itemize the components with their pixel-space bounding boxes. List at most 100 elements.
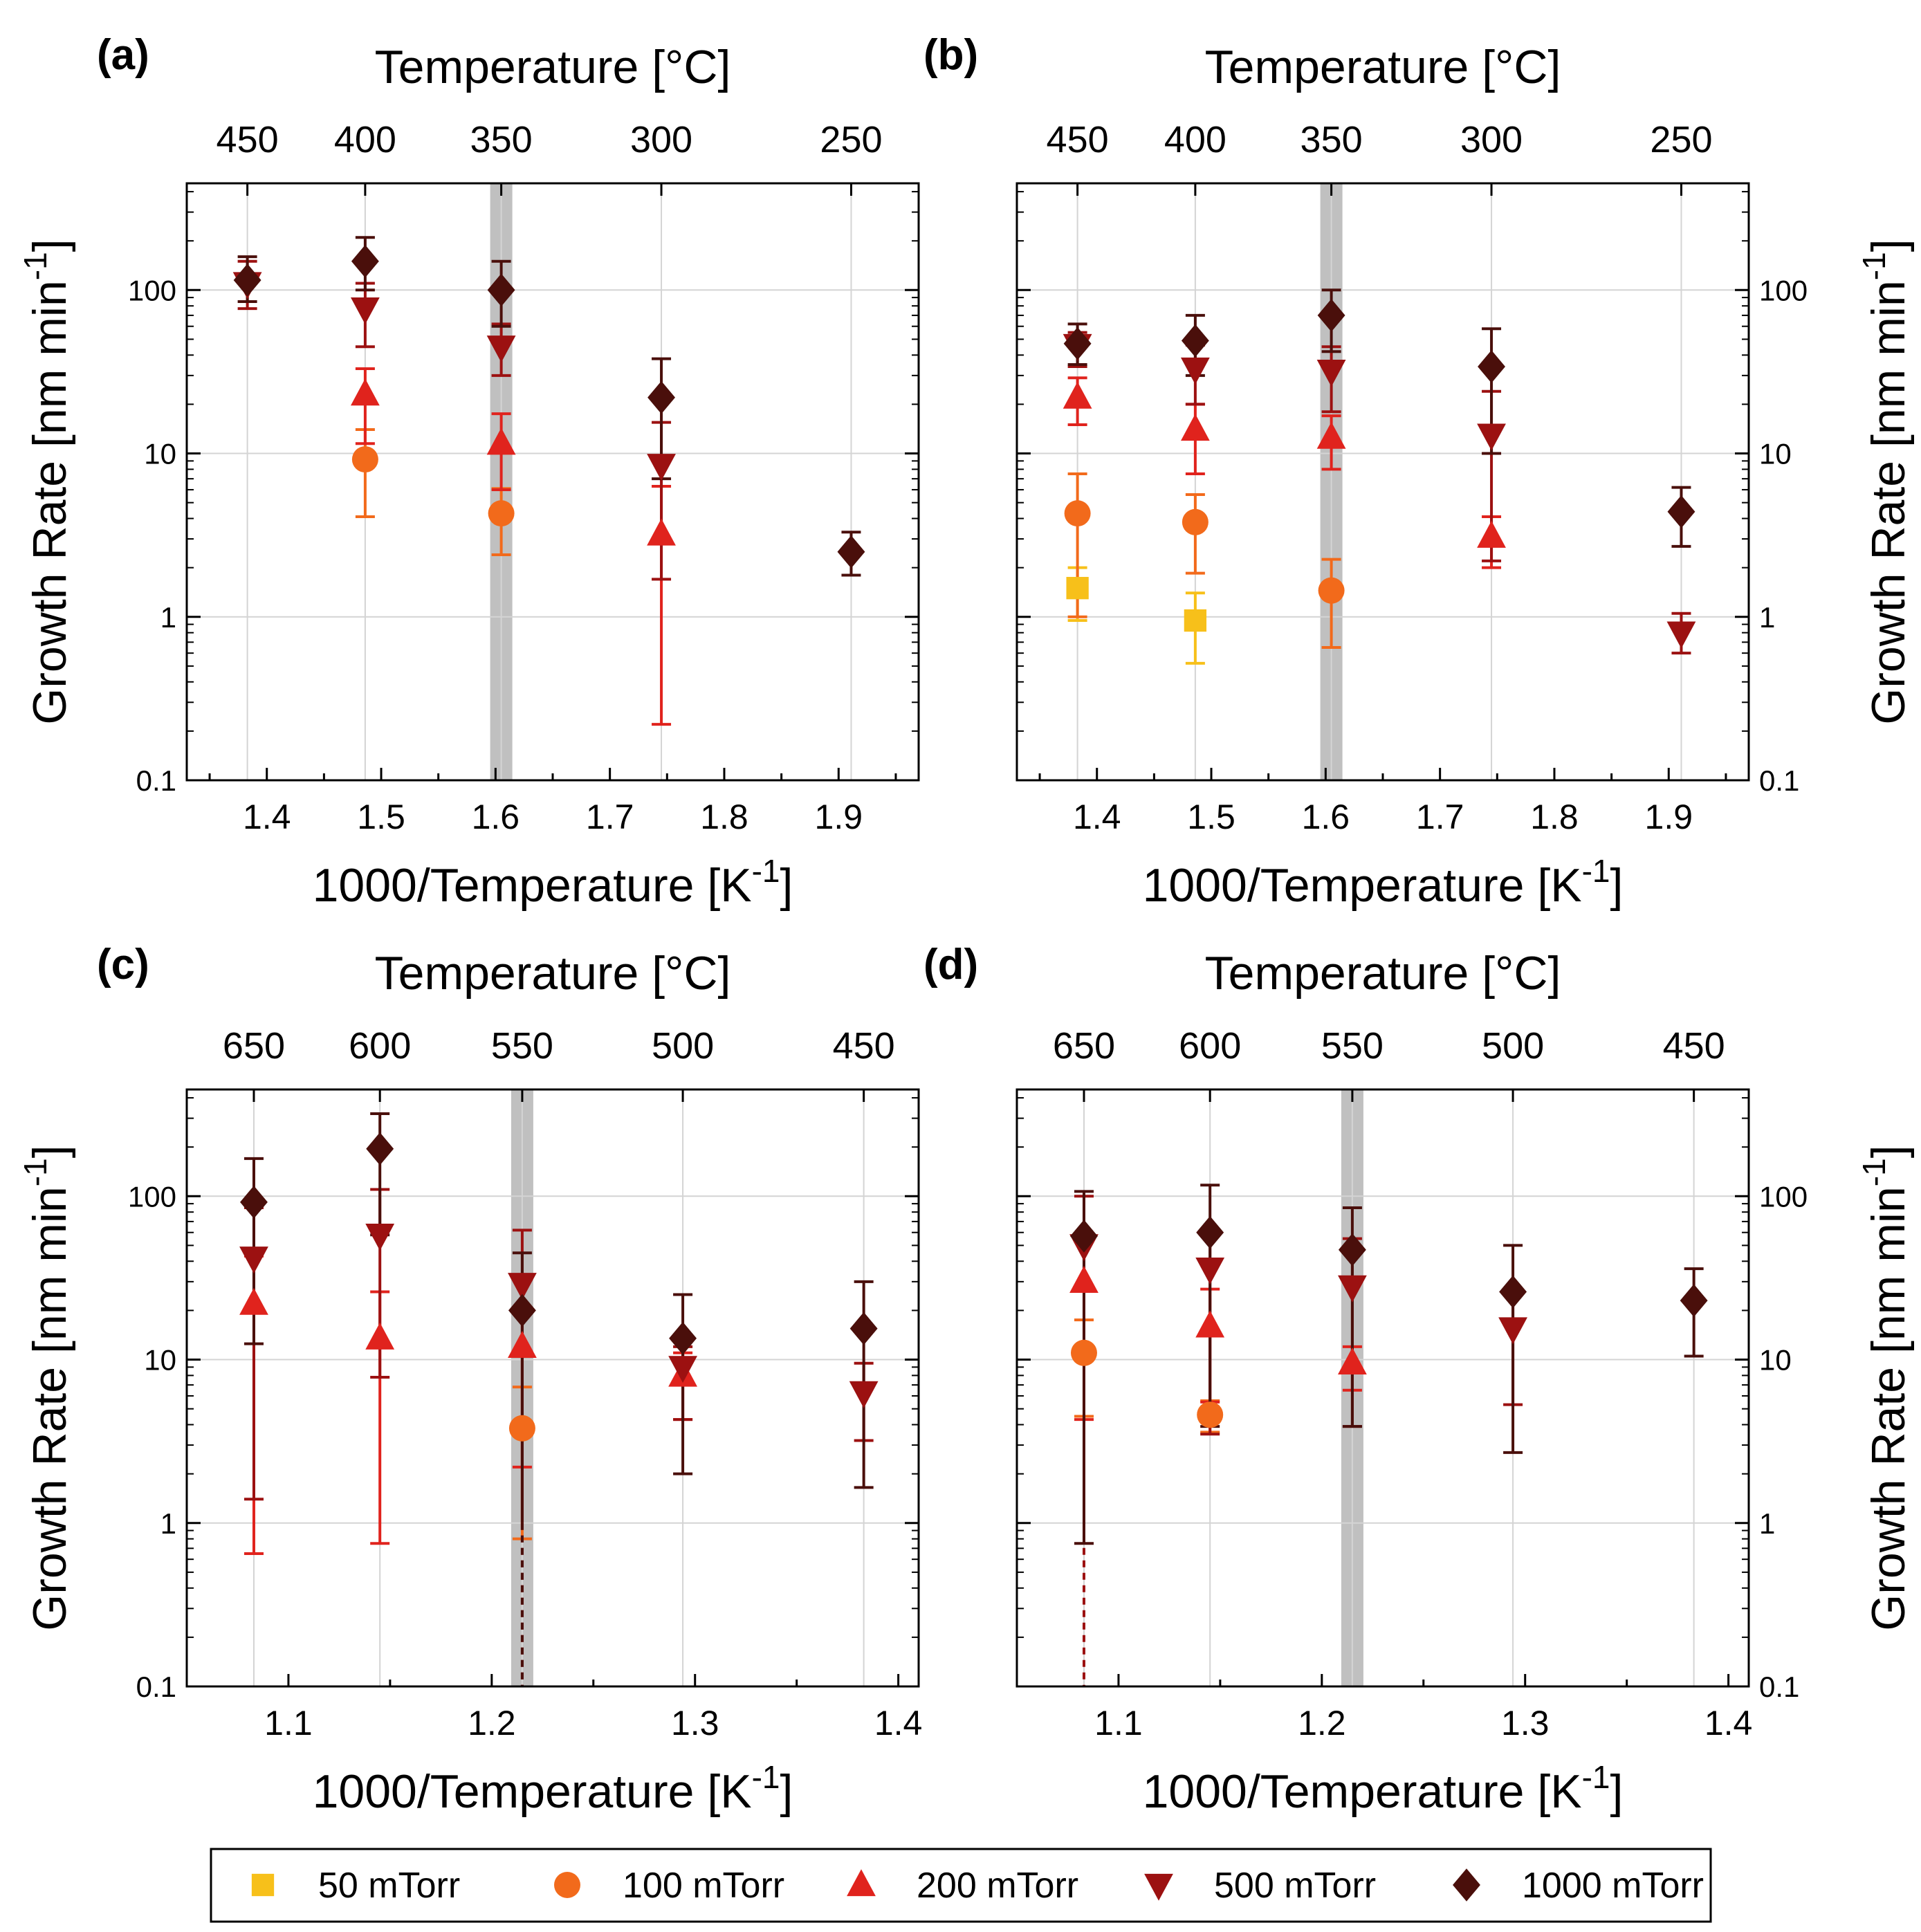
series-200-mtorr xyxy=(1067,376,1502,569)
x-tick-label: 1.1 xyxy=(264,1704,313,1742)
top-tick-label: 350 xyxy=(470,119,533,160)
data-point xyxy=(1070,1220,1098,1253)
y-tick-label: 100 xyxy=(128,274,176,306)
data-point xyxy=(233,264,261,297)
top-tick-label: 550 xyxy=(491,1025,553,1067)
y-tick-label: 1 xyxy=(160,601,176,634)
y-axis-title-base: Growth Rate [nm min xyxy=(24,280,76,724)
x-axis-title: 1000/Temperature [K-1] xyxy=(1143,1759,1624,1818)
top-tick-label: 250 xyxy=(820,119,882,160)
top-tick-label: 300 xyxy=(630,119,692,160)
markers-1000-mtorr xyxy=(1063,299,1695,528)
panel-d: (d) 1.1 1.2 1.3 1.4 650 600 550 500 450 0.1 1 10 100 1… xyxy=(923,941,1915,1818)
legend-label: 100 mTorr xyxy=(623,1866,784,1906)
markers-500-mtorr xyxy=(232,272,676,481)
series-200-mtorr xyxy=(355,367,672,726)
plot-frame xyxy=(185,1088,920,1688)
markers-500-mtorr xyxy=(1063,333,1696,649)
legend-marker xyxy=(1144,1873,1173,1901)
markers-100-mtorr xyxy=(508,1415,535,1442)
data-point xyxy=(1318,577,1345,604)
data-point xyxy=(508,1273,537,1300)
data-point xyxy=(647,518,676,546)
x-axis-title: 1000/Temperature [K-1] xyxy=(313,1759,793,1818)
data-point xyxy=(486,427,516,455)
data-point xyxy=(1195,1310,1225,1338)
y-axis-title: Growth Rate [nm min-1] xyxy=(1856,1145,1915,1630)
plot-frame xyxy=(1015,1088,1750,1688)
x-axis-title-end: ] xyxy=(780,1765,793,1818)
x-tick-label: 1.4 xyxy=(243,798,291,836)
data-point xyxy=(508,1331,537,1358)
legend-item: 100 mTorr xyxy=(554,1866,784,1906)
markers-500-mtorr xyxy=(239,1224,879,1408)
y-axis-title-end: ] xyxy=(1862,1145,1915,1158)
plot-frame xyxy=(1015,182,1750,782)
x-tick-label: 1.4 xyxy=(1073,798,1121,836)
x-tick-label: 1.2 xyxy=(468,1704,516,1742)
data-point xyxy=(1180,357,1210,385)
series-500-mtorr xyxy=(237,259,672,581)
y-axis-title-base: Growth Rate [nm min xyxy=(1862,280,1915,724)
markers-100-mtorr xyxy=(1070,1339,1224,1428)
data-point xyxy=(486,335,516,363)
top-tick-label: 300 xyxy=(1460,119,1523,160)
data-point xyxy=(1066,577,1089,600)
series-500-mtorr xyxy=(1067,331,1691,655)
data-point xyxy=(239,1246,268,1274)
legend-marker xyxy=(251,1873,275,1897)
y-axis-title-base: Growth Rate [nm min xyxy=(1862,1186,1915,1630)
data-point xyxy=(350,378,380,406)
data-point xyxy=(849,1312,878,1345)
y-tick-label: 10 xyxy=(144,438,176,470)
panel-b: (b) 1.4 1.5 1.6 1.7 1.8 1.9 450 400 350 300 250 0.1 1… xyxy=(923,31,1915,912)
x-tick-label: 1.3 xyxy=(1501,1704,1550,1742)
data-point xyxy=(508,1415,535,1442)
plot-frame xyxy=(185,182,920,782)
markers-1000-mtorr xyxy=(1070,1215,1708,1317)
data-point xyxy=(1338,1275,1367,1303)
x-axis-title-sup: -1 xyxy=(752,1759,780,1795)
x-tick-label: 1.3 xyxy=(671,1704,719,1742)
markers-500-mtorr xyxy=(1069,1234,1527,1345)
data-point xyxy=(1182,508,1208,535)
top-tick-label: 650 xyxy=(223,1025,285,1067)
top-tick-label: 450 xyxy=(833,1025,895,1067)
data-point xyxy=(1477,423,1506,451)
data-point xyxy=(1180,414,1210,441)
y-axis-title: Growth Rate [nm min-1] xyxy=(17,1145,76,1630)
data-point xyxy=(1064,500,1091,527)
y-tick-label: 10 xyxy=(1759,438,1792,470)
top-tick-label: 450 xyxy=(1663,1025,1725,1067)
data-point xyxy=(849,1381,879,1408)
data-point xyxy=(837,535,865,569)
y-axis-title-end: ] xyxy=(24,239,76,252)
top-tick-label: 600 xyxy=(349,1025,411,1067)
x-tick-label: 1.7 xyxy=(586,798,634,836)
x-tick-label: 1.5 xyxy=(1187,798,1235,836)
x-tick-label: 1.9 xyxy=(815,798,863,836)
y-tick-label: 0.1 xyxy=(136,764,176,797)
y-axis-title-end: ] xyxy=(1862,239,1915,252)
data-point xyxy=(1184,609,1207,632)
data-point xyxy=(365,1224,395,1251)
data-point xyxy=(1666,621,1696,649)
top-axis-title: Temperature [°C] xyxy=(375,947,731,1000)
top-axis-title: Temperature [°C] xyxy=(375,41,731,93)
top-tick-label: 550 xyxy=(1321,1025,1384,1067)
data-point xyxy=(1070,1339,1097,1366)
data-point xyxy=(1498,1317,1527,1345)
x-tick-label: 1.8 xyxy=(1530,798,1579,836)
x-tick-label: 1.9 xyxy=(1645,798,1693,836)
data-point xyxy=(1197,1401,1224,1428)
data-point xyxy=(1195,1257,1225,1285)
y-tick-label: 1 xyxy=(1759,1507,1775,1540)
x-axis-title-base: 1000/Temperature [K xyxy=(1143,1765,1582,1818)
y-tick-label: 10 xyxy=(144,1344,176,1377)
y-axis-title: Growth Rate [nm min-1] xyxy=(17,239,76,724)
markers-50-mtorr xyxy=(1066,577,1207,632)
x-axis-title-base: 1000/Temperature [K xyxy=(313,859,752,912)
y-tick-label: 100 xyxy=(1759,274,1808,306)
x-axis-title-sup: -1 xyxy=(752,853,780,889)
legend-item: 200 mTorr xyxy=(847,1866,1078,1906)
